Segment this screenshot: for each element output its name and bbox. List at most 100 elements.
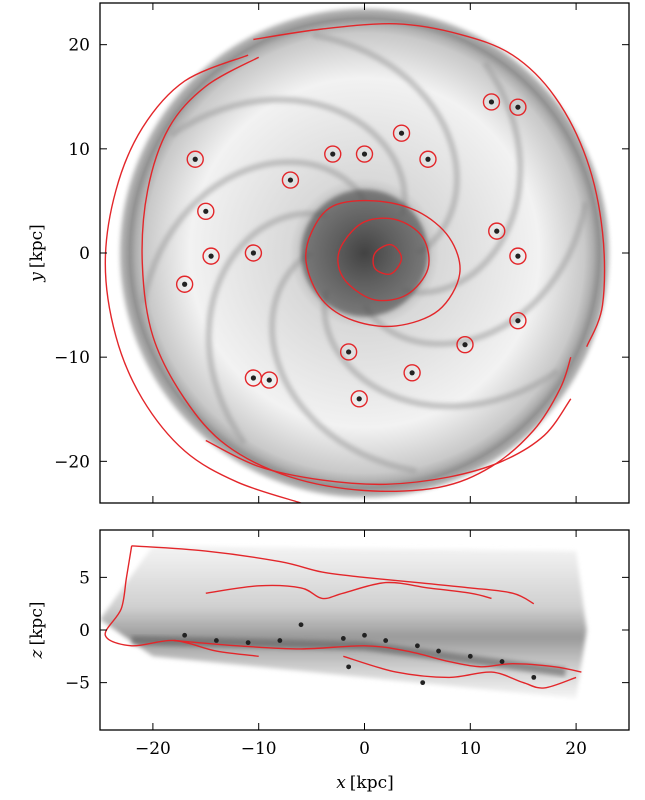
contour-core-center (372, 243, 403, 275)
edge-on-clumps (182, 622, 537, 686)
clump-point (346, 664, 352, 670)
clump-point (531, 674, 537, 680)
clump-contour (355, 145, 374, 163)
clump-point (361, 151, 368, 157)
clump-point (415, 643, 420, 649)
clump-point (250, 250, 257, 256)
edge-on-panel: −20 −10 0 10 20 −505 z[kpc] x [kpc] (27, 529, 630, 793)
contour-core-outer (305, 199, 461, 328)
x-axis-var: x (336, 773, 346, 793)
spiral-arm (321, 289, 560, 410)
clump-contour (509, 312, 527, 330)
top-y-axis-unit: [kpc] (27, 224, 47, 268)
clump-point (462, 342, 468, 348)
clump-point (362, 632, 367, 638)
x-tick-label: 0 (359, 739, 370, 759)
x-tick-label: 10 (459, 739, 481, 759)
clump-contour (281, 171, 300, 189)
clump-contour (244, 244, 263, 262)
clump-point (245, 640, 251, 646)
spiral-arm (169, 96, 408, 217)
clump-contour (260, 371, 278, 389)
y-tick-label: 10 (68, 140, 90, 160)
spiral-arm (269, 250, 417, 475)
clump-point (266, 377, 272, 383)
clump-contour (509, 247, 527, 265)
clump-point (356, 396, 362, 402)
clump-contour (488, 222, 506, 240)
clump-point (182, 281, 188, 287)
clump-point (398, 130, 405, 136)
clump-point (425, 156, 431, 162)
y-tick-label: −20 (54, 452, 90, 472)
clump-point (192, 156, 198, 162)
bottom-y-ticks: −5 0 5 (65, 568, 629, 694)
top-x-ticks (152, 3, 577, 503)
spiral-arm (361, 201, 589, 347)
clump-point (515, 104, 521, 110)
clump-point (515, 253, 521, 259)
clump-contour (175, 275, 194, 293)
clump-point (488, 99, 495, 105)
clump-point (499, 659, 505, 664)
clump-contour (403, 364, 421, 382)
top-y-ticks: −20 −10 0 10 20 (54, 36, 629, 472)
clump-point (277, 638, 283, 643)
clump-contour (350, 390, 368, 408)
face-on-clumps (175, 93, 527, 408)
contour-left-lobe (104, 545, 259, 657)
y-tick-label: −10 (54, 348, 90, 368)
bottom-y-axis-unit: [kpc] (27, 602, 47, 646)
contour-left-arc (104, 54, 302, 503)
contour-upper-envelope (131, 545, 535, 605)
clump-point (515, 318, 521, 324)
y-tick-label: −5 (65, 674, 90, 694)
bottom-x-ticks: −20 −10 0 10 20 (135, 530, 587, 759)
bottom-y-axis-label: z [kpc] (27, 602, 47, 660)
contour-lower-band (343, 655, 577, 689)
top-y-axis-label: y [kpc] (27, 224, 47, 283)
spiral-arms (140, 31, 589, 475)
clump-contour (392, 124, 411, 142)
spiral-arm (205, 210, 328, 445)
clump-contour (509, 98, 527, 116)
clump-point (420, 680, 426, 686)
x-axis-unit: [kpc] (350, 773, 394, 793)
clump-contour (339, 343, 358, 361)
clump-point (383, 638, 389, 643)
clump-contour (202, 247, 220, 265)
clump-point (287, 177, 294, 183)
edge-on-contours (104, 545, 582, 689)
contour-bottom-arc (205, 398, 572, 486)
face-on-panel: −20 −10 0 10 20 y [kpc] (27, 2, 630, 504)
spiral-arm (140, 159, 368, 305)
top-y-axis-var: y (27, 272, 47, 283)
x-axis-label: x [kpc] (336, 773, 394, 793)
clump-point (436, 648, 441, 654)
y-tick-label: 20 (68, 36, 90, 56)
clump-point (494, 228, 500, 234)
clump-point (346, 349, 352, 355)
x-tick-label: −10 (241, 739, 277, 759)
bottom-y-axis-var: z (27, 648, 47, 659)
clump-point (330, 151, 336, 157)
clump-point (298, 622, 304, 628)
clump-contour (186, 150, 204, 168)
clump-point (182, 632, 188, 638)
y-tick-label: 5 (79, 568, 90, 588)
contour-outer-ring-outer (253, 22, 606, 348)
contour-upper-inner (205, 581, 492, 600)
clump-point (208, 253, 214, 259)
spiral-arm (401, 61, 524, 296)
y-tick-label: 0 (79, 621, 90, 641)
clump-point (203, 208, 209, 214)
contour-outer-ring-inner (141, 56, 572, 493)
core-density (301, 189, 428, 317)
clump-point (213, 638, 219, 643)
contour-midplane-band (174, 639, 582, 673)
clump-point (409, 370, 415, 376)
clump-point (340, 636, 346, 641)
clump-contour (197, 202, 215, 221)
clump-point (467, 653, 473, 659)
